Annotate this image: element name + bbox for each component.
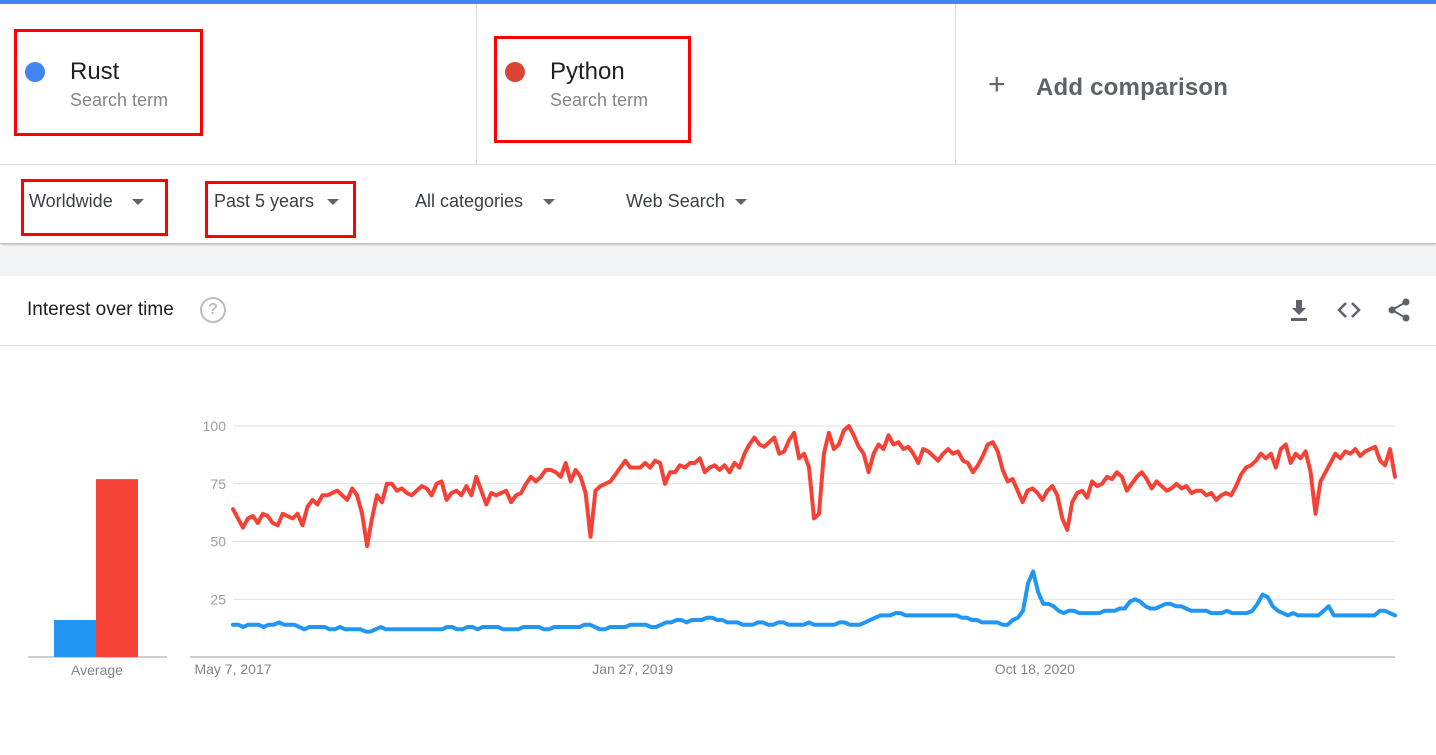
y-tick-label: 100 [203, 418, 227, 434]
search-type-value: Web Search [626, 191, 725, 211]
embed-icon[interactable] [1335, 296, 1363, 324]
top-accent-bar [0, 0, 1436, 4]
average-label: Average [71, 662, 123, 678]
chevron-down-icon [327, 199, 339, 205]
term-subtitle-rust: Search term [70, 90, 169, 110]
highlight-box-rust [14, 29, 203, 136]
term-subtitle-python: Search term [550, 90, 649, 110]
filters-row: Worldwide Past 5 years All categories We… [0, 165, 1436, 244]
average-bar-python [96, 479, 138, 657]
highlight-box-time [205, 181, 356, 238]
term-name-python: Python [550, 58, 625, 85]
region-value: Worldwide [29, 191, 113, 211]
add-comparison-label: Add comparison [1036, 74, 1229, 101]
share-icon[interactable] [1385, 296, 1413, 324]
term-name-rust: Rust [70, 58, 120, 85]
term-card-rust[interactable]: Rust Search term [0, 4, 477, 164]
x-tick-label: Oct 18, 2020 [995, 661, 1075, 677]
category-value: All categories [415, 191, 524, 211]
y-tick-label: 75 [210, 476, 226, 492]
highlight-box-region [21, 179, 168, 236]
terms-row: Rust Search term Python Search term + Ad… [0, 4, 1436, 165]
plus-icon: + [988, 68, 1006, 101]
x-tick-label: Jan 27, 2019 [592, 661, 673, 677]
y-tick-label: 25 [210, 591, 226, 607]
add-comparison-button[interactable]: + Add comparison [956, 4, 1436, 164]
y-tick-label: 50 [210, 534, 226, 550]
chevron-down-icon [735, 199, 747, 205]
interest-over-time-chart: Average 25 50 75 100 May 7, 2017 Jan 27, 201… [28, 418, 1397, 678]
chart-series [231, 424, 1397, 634]
chart-x-ticks: May 7, 2017 Jan 27, 2019 Oct 18, 2020 [194, 661, 1075, 677]
chart-gridlines: 25 50 75 100 [190, 418, 1395, 658]
average-bar-rust [54, 620, 96, 657]
section-gap [0, 246, 1436, 276]
time-range-value: Past 5 years [214, 191, 315, 211]
highlight-box-python [494, 36, 691, 143]
term-color-dot-rust [25, 62, 45, 82]
term-color-dot-python [505, 62, 525, 82]
download-icon[interactable] [1285, 296, 1313, 324]
chevron-down-icon [543, 199, 555, 205]
x-tick-label: May 7, 2017 [194, 661, 271, 677]
card-title: Interest over time [27, 299, 174, 320]
help-icon[interactable]: ? [200, 297, 226, 323]
chevron-down-icon [132, 199, 144, 205]
interest-card-header: Interest over time ? [0, 276, 1436, 346]
series-line-rust [231, 569, 1397, 634]
series-line-python [231, 424, 1397, 549]
term-card-python[interactable]: Python Search term [477, 4, 956, 164]
average-bars: Average [28, 479, 167, 678]
